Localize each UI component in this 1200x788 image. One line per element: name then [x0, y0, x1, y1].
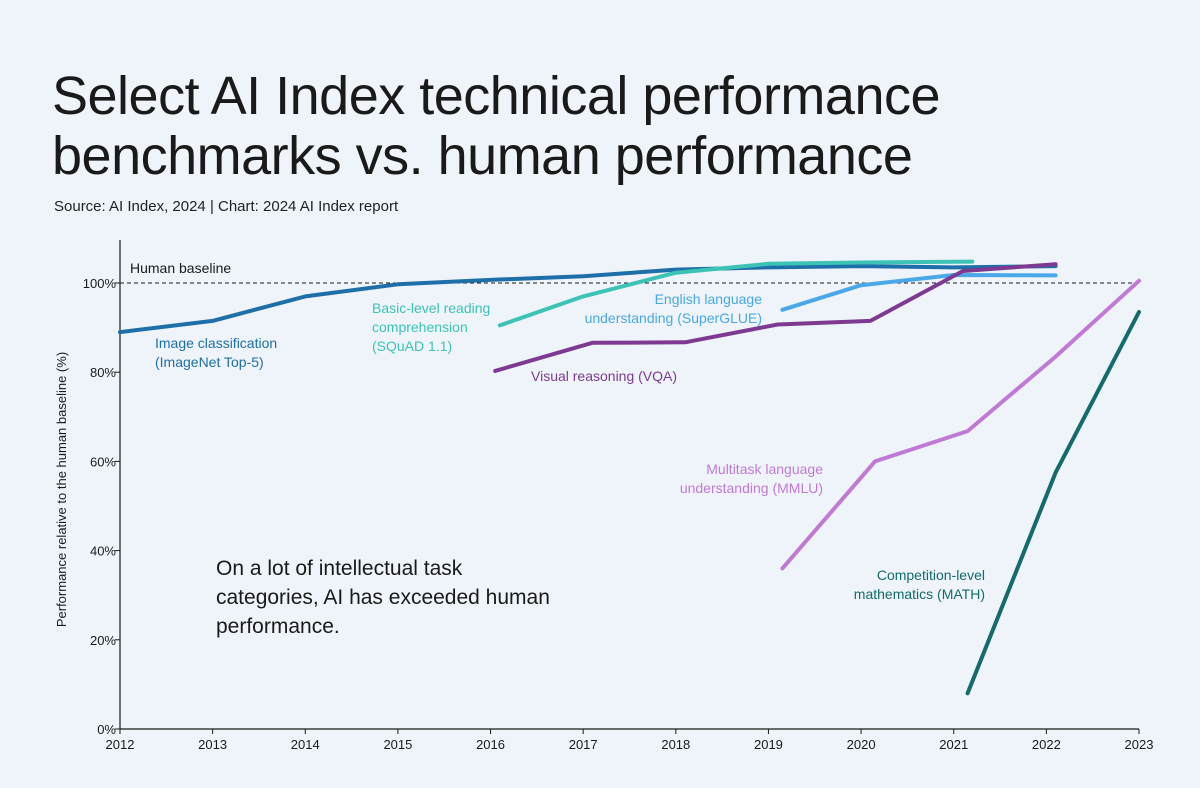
y-tick-label: 60%	[90, 454, 116, 469]
x-tick-label: 2022	[1032, 737, 1061, 752]
y-axis-label: Performance relative to the human baseli…	[54, 352, 69, 627]
series-label-english-language-understanding-superglue: understanding (SuperGLUE)	[585, 310, 762, 326]
x-tick-label: 2015	[383, 737, 412, 752]
chart-title: Select AI Index technical performance be…	[52, 66, 1152, 186]
series-line-basic-level-reading-comprehension-squad-1-1	[497, 259, 975, 328]
series-line-image-classification-imagenet-top-5	[118, 264, 1058, 335]
x-tick-label: 2014	[291, 737, 320, 752]
series-line-english-language-understanding-superglue	[780, 273, 1058, 312]
series-label-english-language-understanding-superglue: English language	[655, 291, 763, 307]
y-tick-label: 100%	[83, 276, 117, 291]
y-tick-label: 80%	[90, 365, 116, 380]
x-tick-label: 2019	[754, 737, 783, 752]
x-tick-label: 2020	[847, 737, 876, 752]
x-tick-label: 2016	[476, 737, 505, 752]
series-label-image-classification-imagenet-top-5: (ImageNet Top-5)	[155, 354, 264, 370]
y-tick-label: 20%	[90, 633, 116, 648]
series-label-basic-level-reading-comprehension-squad-1-1: (SQuAD 1.1)	[372, 338, 452, 354]
series-label-multitask-language-understanding-mmlu: Multitask language	[706, 461, 823, 477]
chart-axes: 0% 20% 40% 60% 80% 100% 2012 2013 2014 2015 2016 20…	[54, 240, 1153, 752]
chart-annotation: On a lot of intellectual task categories…	[216, 557, 550, 638]
y-tick-label: 40%	[90, 544, 116, 559]
series-label-competition-level-mathematics-math: Competition-level	[877, 567, 985, 583]
y-tick-label: 0%	[97, 722, 116, 737]
x-tick-label: 2018	[661, 737, 690, 752]
series-line-multitask-language-understanding-mmlu	[780, 278, 1141, 571]
series-label-competition-level-mathematics-math: mathematics (MATH)	[854, 586, 985, 602]
series-label-image-classification-imagenet-top-5: Image classification	[155, 335, 277, 351]
series-label-visual-reasoning-vqa: Visual reasoning (VQA)	[531, 368, 677, 384]
chart-title-line-2: benchmarks vs. human performance	[52, 126, 913, 186]
chart-plot-area: Human baseline	[118, 259, 1141, 696]
chart-source: Source: AI Index, 2024 | Chart: 2024 AI …	[54, 198, 399, 215]
series-line-competition-level-mathematics-math	[965, 310, 1141, 696]
x-tick-label: 2021	[939, 737, 968, 752]
x-tick-label: 2013	[198, 737, 227, 752]
x-tick-label: 2017	[569, 737, 598, 752]
x-tick-label: 2012	[106, 737, 135, 752]
series-labels: Image classification (ImageNet Top-5) Basi…	[155, 291, 985, 602]
series-label-basic-level-reading-comprehension-squad-1-1: Basic-level reading	[372, 300, 490, 316]
chart-title-line-1: Select AI Index technical performance	[52, 66, 941, 126]
human-baseline-label: Human baseline	[130, 260, 231, 276]
x-tick-label: 2023	[1125, 737, 1154, 752]
series-line-visual-reasoning-vqa	[493, 262, 1058, 373]
series-label-multitask-language-understanding-mmlu: understanding (MMLU)	[680, 480, 823, 496]
series-label-basic-level-reading-comprehension-squad-1-1: comprehension	[372, 319, 468, 335]
